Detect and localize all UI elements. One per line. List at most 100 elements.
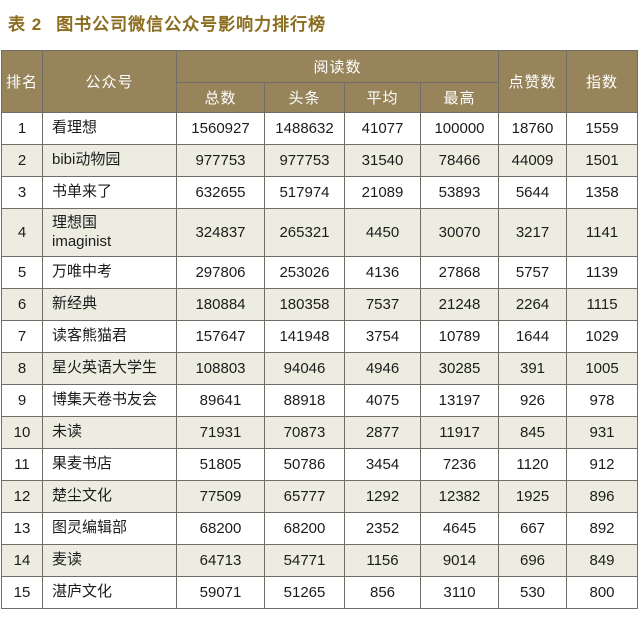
cell-index: 1358 — [566, 176, 638, 209]
table-row: 9 博集天卷书友会 89641 88918 4075 13197 926 978 — [1, 384, 638, 417]
cell-reads-top: 517974 — [264, 176, 345, 209]
cell-reads-max: 27868 — [419, 256, 500, 289]
cell-account: 理想国 imaginist — [42, 208, 177, 257]
cell-reads-avg: 3754 — [344, 320, 421, 353]
table-row: 8 星火英语大学生 108803 94046 4946 30285 391 10… — [1, 352, 638, 385]
cell-rank: 7 — [1, 320, 43, 353]
cell-reads-total: 71931 — [176, 416, 265, 449]
cell-index: 1115 — [566, 288, 638, 321]
column-header-reads-total: 总数 — [176, 82, 265, 113]
cell-reads-top: 141948 — [264, 320, 345, 353]
cell-reads-avg: 856 — [344, 576, 421, 609]
cell-reads-max: 4645 — [419, 512, 500, 545]
cell-rank: 6 — [1, 288, 43, 321]
cell-reads-top: 50786 — [264, 448, 345, 481]
cell-reads-max: 13197 — [419, 384, 500, 417]
cell-index: 978 — [566, 384, 638, 417]
table-row: 10 未读 71931 70873 2877 11917 845 931 — [1, 416, 638, 449]
cell-rank: 12 — [1, 480, 43, 513]
cell-reads-total: 77509 — [176, 480, 265, 513]
cell-reads-top: 51265 — [264, 576, 345, 609]
cell-account: 看理想 — [42, 112, 177, 145]
cell-reads-max: 78466 — [419, 144, 500, 177]
cell-rank: 13 — [1, 512, 43, 545]
cell-reads-top: 70873 — [264, 416, 345, 449]
cell-rank: 3 — [1, 176, 43, 209]
column-header-rank: 排名 — [1, 50, 43, 113]
cell-reads-avg: 7537 — [344, 288, 421, 321]
cell-index: 892 — [566, 512, 638, 545]
cell-account: 果麦书店 — [42, 448, 177, 481]
table-row: 4 理想国 imaginist 324837 265321 4450 30070… — [1, 208, 638, 257]
cell-reads-avg: 41077 — [344, 112, 421, 145]
table-row: 5 万唯中考 297806 253026 4136 27868 5757 113… — [1, 256, 638, 289]
table-row: 3 书单来了 632655 517974 21089 53893 5644 13… — [1, 176, 638, 209]
cell-rank: 10 — [1, 416, 43, 449]
cell-likes: 3217 — [498, 208, 568, 257]
cell-reads-top: 265321 — [264, 208, 345, 257]
cell-reads-total: 108803 — [176, 352, 265, 385]
cell-index: 1029 — [566, 320, 638, 353]
cell-index: 800 — [566, 576, 638, 609]
cell-reads-max: 7236 — [419, 448, 500, 481]
cell-reads-total: 51805 — [176, 448, 265, 481]
cell-likes: 2264 — [498, 288, 568, 321]
cell-reads-top: 65777 — [264, 480, 345, 513]
cell-reads-avg: 31540 — [344, 144, 421, 177]
cell-reads-max: 53893 — [419, 176, 500, 209]
cell-likes: 1644 — [498, 320, 568, 353]
cell-account: 未读 — [42, 416, 177, 449]
cell-likes: 845 — [498, 416, 568, 449]
cell-reads-top: 1488632 — [264, 112, 345, 145]
cell-rank: 4 — [1, 208, 43, 257]
table-row: 7 读客熊猫君 157647 141948 3754 10789 1644 10… — [1, 320, 638, 353]
influence-ranking-table: 排名 公众号 阅读数 点赞数 指数 总数 头条 平均 最高 1 看理想 1560… — [1, 50, 638, 609]
column-header-reads-max: 最高 — [419, 82, 500, 113]
cell-reads-max: 30285 — [419, 352, 500, 385]
cell-rank: 15 — [1, 576, 43, 609]
cell-account: 书单来了 — [42, 176, 177, 209]
cell-account: bibi动物园 — [42, 144, 177, 177]
cell-reads-top: 88918 — [264, 384, 345, 417]
cell-rank: 11 — [1, 448, 43, 481]
cell-account: 博集天卷书友会 — [42, 384, 177, 417]
cell-reads-top: 54771 — [264, 544, 345, 577]
cell-index: 1139 — [566, 256, 638, 289]
cell-account: 新经典 — [42, 288, 177, 321]
cell-account: 楚尘文化 — [42, 480, 177, 513]
cell-reads-max: 11917 — [419, 416, 500, 449]
cell-index: 849 — [566, 544, 638, 577]
cell-index: 1005 — [566, 352, 638, 385]
cell-index: 1501 — [566, 144, 638, 177]
page-title: 表 2 图书公司微信公众号影响力排行榜 — [8, 10, 326, 35]
cell-reads-top: 977753 — [264, 144, 345, 177]
cell-rank: 14 — [1, 544, 43, 577]
cell-likes: 667 — [498, 512, 568, 545]
cell-reads-total: 632655 — [176, 176, 265, 209]
cell-account: 湛庐文化 — [42, 576, 177, 609]
cell-likes: 1120 — [498, 448, 568, 481]
table-row: 6 新经典 180884 180358 7537 21248 2264 1115 — [1, 288, 638, 321]
cell-reads-top: 94046 — [264, 352, 345, 385]
cell-account: 图灵编辑部 — [42, 512, 177, 545]
cell-reads-total: 1560927 — [176, 112, 265, 145]
column-header-likes: 点赞数 — [498, 50, 568, 113]
cell-rank: 2 — [1, 144, 43, 177]
cell-reads-total: 157647 — [176, 320, 265, 353]
cell-account: 麦读 — [42, 544, 177, 577]
table-row: 13 图灵编辑部 68200 68200 2352 4645 667 892 — [1, 512, 638, 545]
cell-reads-max: 12382 — [419, 480, 500, 513]
cell-likes: 1925 — [498, 480, 568, 513]
cell-reads-top: 253026 — [264, 256, 345, 289]
cell-reads-avg: 4075 — [344, 384, 421, 417]
cell-index: 931 — [566, 416, 638, 449]
table-caption-label: 表 2 — [8, 15, 43, 34]
cell-reads-total: 59071 — [176, 576, 265, 609]
cell-likes: 5644 — [498, 176, 568, 209]
cell-reads-avg: 4450 — [344, 208, 421, 257]
table-caption-text: 图书公司微信公众号影响力排行榜 — [56, 15, 327, 34]
cell-rank: 8 — [1, 352, 43, 385]
column-header-index: 指数 — [566, 50, 638, 113]
table-row: 12 楚尘文化 77509 65777 1292 12382 1925 896 — [1, 480, 638, 513]
table-row: 14 麦读 64713 54771 1156 9014 696 849 — [1, 544, 638, 577]
